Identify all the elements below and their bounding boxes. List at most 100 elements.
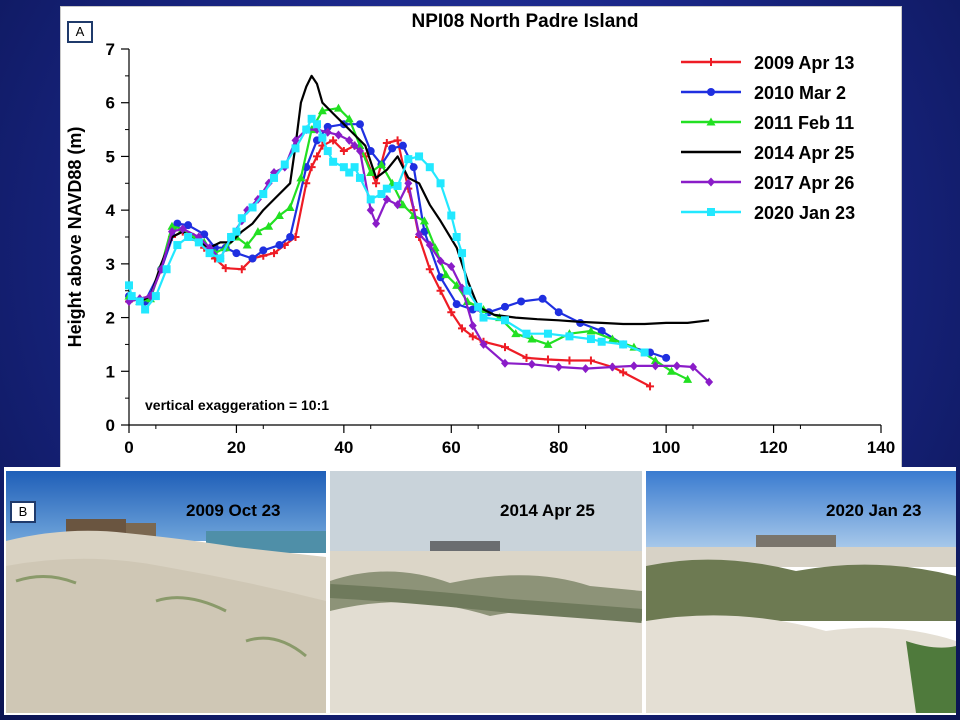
y-tick-label: 4 xyxy=(106,201,116,220)
x-tick-label: 120 xyxy=(759,438,787,457)
data-point xyxy=(419,216,429,225)
data-point xyxy=(275,241,284,250)
data-point xyxy=(608,362,617,372)
data-point xyxy=(543,329,552,338)
data-point xyxy=(291,144,300,153)
data-point xyxy=(629,361,638,371)
data-point xyxy=(458,249,467,258)
data-point xyxy=(307,114,316,123)
data-point xyxy=(707,208,715,216)
data-point xyxy=(707,58,715,66)
data-point xyxy=(527,334,537,343)
data-point xyxy=(323,147,332,156)
data-point xyxy=(705,377,714,387)
data-point xyxy=(689,362,697,372)
data-point xyxy=(270,249,279,258)
data-point xyxy=(425,163,434,172)
data-point xyxy=(372,179,381,188)
data-point xyxy=(264,178,273,188)
data-point xyxy=(237,265,246,274)
chart-title: NPI08 North Padre Island xyxy=(411,11,638,32)
data-point xyxy=(388,144,397,153)
data-point xyxy=(329,136,338,145)
data-point xyxy=(672,361,681,371)
data-point xyxy=(285,202,295,211)
data-point xyxy=(366,168,376,177)
data-point xyxy=(501,358,509,368)
data-point xyxy=(339,163,348,172)
data-point xyxy=(501,316,509,325)
data-point xyxy=(586,335,595,344)
data-point xyxy=(554,362,563,372)
data-point xyxy=(366,205,375,215)
data-point xyxy=(511,329,521,338)
data-point xyxy=(607,334,617,343)
data-point xyxy=(479,313,488,322)
legend-label: 2017 Apr 26 xyxy=(754,173,854,193)
data-point xyxy=(447,308,456,317)
series-line xyxy=(128,74,710,326)
data-point xyxy=(436,179,445,188)
data-point xyxy=(565,356,574,365)
y-tick-label: 3 xyxy=(106,255,115,274)
data-point xyxy=(291,135,300,145)
x-tick-label: 40 xyxy=(334,438,353,457)
data-point xyxy=(441,270,451,279)
data-point xyxy=(162,265,171,274)
data-point xyxy=(707,177,715,187)
data-point xyxy=(474,302,483,311)
data-point xyxy=(264,221,274,230)
legend-label: 2020 Jan 23 xyxy=(754,203,855,223)
data-point xyxy=(350,163,359,172)
data-point xyxy=(339,147,348,156)
data-point xyxy=(501,302,509,311)
beach-photo-image xyxy=(6,471,326,713)
data-point xyxy=(227,233,236,241)
data-point xyxy=(366,195,375,204)
panel-tag-a: A xyxy=(67,21,93,43)
data-point xyxy=(683,374,693,383)
data-point xyxy=(522,329,531,338)
data-point xyxy=(458,324,467,333)
data-point xyxy=(597,337,606,346)
photo-2020: 2020 Jan 23 xyxy=(646,471,956,713)
legend-label: 2010 Mar 2 xyxy=(754,83,846,103)
line-chart: 0 20 40 60 80 100 120 140 0 1 2 3 4 5 6 7 NPI08 North Pa… xyxy=(65,11,895,489)
data-point xyxy=(527,359,536,369)
data-point xyxy=(216,254,225,263)
data-point xyxy=(313,120,321,129)
data-point xyxy=(409,163,418,172)
data-point xyxy=(350,141,359,151)
data-point xyxy=(586,326,596,335)
data-point xyxy=(248,254,257,263)
y-axis-label: Height above NAVD88 (m) xyxy=(65,127,85,348)
data-point xyxy=(259,246,268,255)
data-point xyxy=(194,238,203,247)
data-point xyxy=(344,114,354,123)
data-point xyxy=(538,294,547,303)
data-point xyxy=(436,273,445,282)
data-point xyxy=(141,305,150,314)
data-point xyxy=(522,353,531,362)
x-tick-label: 100 xyxy=(652,438,680,457)
data-point xyxy=(517,297,526,306)
y-tick-label: 0 xyxy=(106,416,115,435)
data-point xyxy=(173,241,182,250)
data-point xyxy=(452,280,462,289)
data-point xyxy=(296,173,306,182)
photo-panel-b: 2009 Oct 23 2014 Apr 25 2020 Ja xyxy=(4,467,956,715)
data-point xyxy=(333,103,343,112)
data-point xyxy=(125,281,133,290)
series-line xyxy=(128,128,710,383)
data-point xyxy=(543,355,552,364)
data-point xyxy=(468,332,477,341)
data-point xyxy=(452,233,461,241)
data-point xyxy=(479,339,488,349)
data-point xyxy=(127,292,136,301)
data-point xyxy=(270,173,279,182)
data-point xyxy=(393,181,402,190)
data-point xyxy=(377,190,386,199)
data-point xyxy=(372,219,381,229)
data-point xyxy=(404,155,413,164)
data-point xyxy=(707,88,715,96)
